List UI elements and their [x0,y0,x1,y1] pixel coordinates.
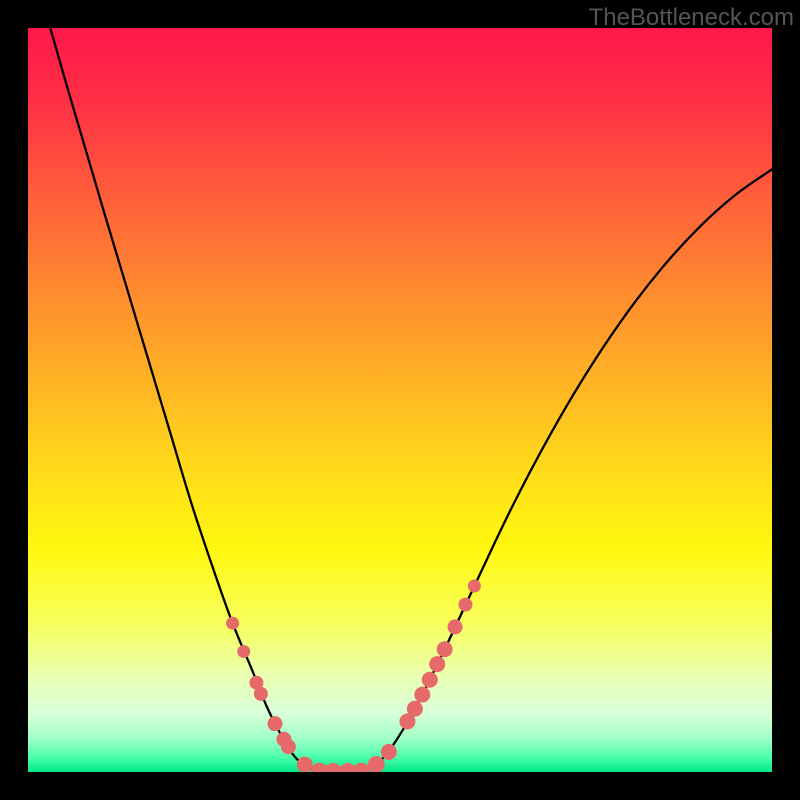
data-marker [281,740,295,754]
data-marker [381,744,396,759]
data-marker [422,672,437,687]
data-marker [297,757,312,772]
data-marker [227,617,239,629]
data-marker [448,620,462,634]
data-marker [268,717,282,731]
data-marker [468,580,480,592]
plot-area [28,28,772,772]
data-marker [430,657,445,672]
data-marker [459,598,472,611]
chart-root: TheBottleneck.com [0,0,800,800]
gradient-background [28,28,772,772]
data-marker [407,701,422,716]
data-marker [238,645,250,657]
data-marker [415,687,430,702]
plot-svg [28,28,772,772]
data-marker [437,642,452,657]
data-marker [368,757,384,772]
data-marker [254,687,267,700]
